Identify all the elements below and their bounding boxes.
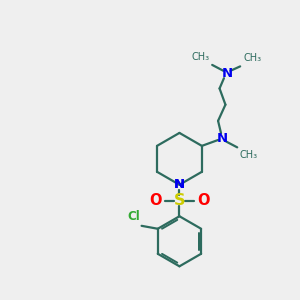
Text: O: O: [197, 194, 210, 208]
Text: N: N: [221, 67, 233, 80]
Text: N: N: [174, 178, 185, 191]
Text: N: N: [217, 132, 228, 145]
Text: O: O: [149, 194, 162, 208]
Text: N: N: [174, 178, 185, 191]
Text: Cl: Cl: [128, 211, 140, 224]
Text: S: S: [174, 194, 185, 208]
Text: CH₃: CH₃: [191, 52, 209, 62]
Text: CH₃: CH₃: [243, 53, 261, 63]
Text: CH₃: CH₃: [239, 150, 257, 160]
